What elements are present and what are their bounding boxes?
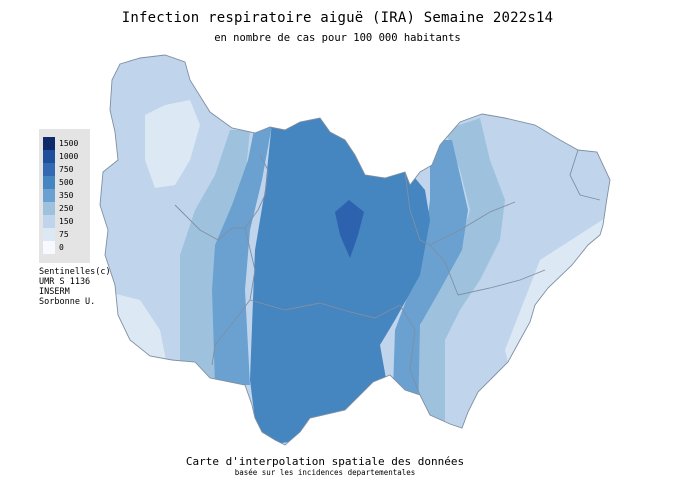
legend-label: 1500 (59, 139, 79, 148)
legend-label: 0 (59, 243, 64, 252)
legend-row: 150 (39, 215, 90, 228)
legend-label: 350 (59, 191, 74, 200)
legend-row: 250 (39, 202, 90, 215)
legend-swatch (43, 228, 55, 241)
legend-row: 0 (39, 241, 90, 254)
legend-label: 150 (59, 217, 74, 226)
legend-swatch (43, 202, 55, 215)
credits: Sentinelles(c) UMR S 1136 INSERM Sorbonn… (39, 267, 111, 307)
legend-row: 1000 (39, 150, 90, 163)
footer-subtitle: basée sur les incidences departementales (234, 468, 416, 477)
legend-label: 500 (59, 178, 74, 187)
credit-line: Sorbonne U. (39, 297, 96, 307)
map-title: Infection respiratoire aiguë (IRA) Semai… (121, 10, 554, 26)
credit-line: INSERM (39, 287, 70, 297)
legend-label: 75 (59, 230, 69, 239)
legend-row: 350 (39, 189, 90, 202)
legend-swatch (43, 176, 55, 189)
legend-label: 250 (59, 204, 74, 213)
legend-row: 500 (39, 176, 90, 189)
map-subtitle: en nombre de cas pour 100 000 habitants (214, 32, 461, 44)
legend-swatch (43, 137, 55, 150)
legend-label: 1000 (59, 152, 79, 161)
legend: 1500 1000 750 500 350 250 150 75 0 (39, 129, 90, 263)
legend-row: 1500 (39, 137, 90, 150)
legend-swatch (43, 241, 55, 254)
legend-row: 750 (39, 163, 90, 176)
legend-swatch (43, 215, 55, 228)
footer-title: Carte d'interpolation spatiale des donné… (185, 455, 465, 468)
credit-line: Sentinelles(c) (39, 267, 111, 277)
legend-swatch (43, 189, 55, 202)
legend-swatch (43, 150, 55, 163)
legend-row: 75 (39, 228, 90, 241)
department-borders (99, 54, 611, 446)
credit-line: UMR S 1136 (39, 277, 91, 287)
incidence-bands (100, 55, 610, 445)
legend-swatch (43, 163, 55, 176)
legend-label: 750 (59, 165, 74, 174)
